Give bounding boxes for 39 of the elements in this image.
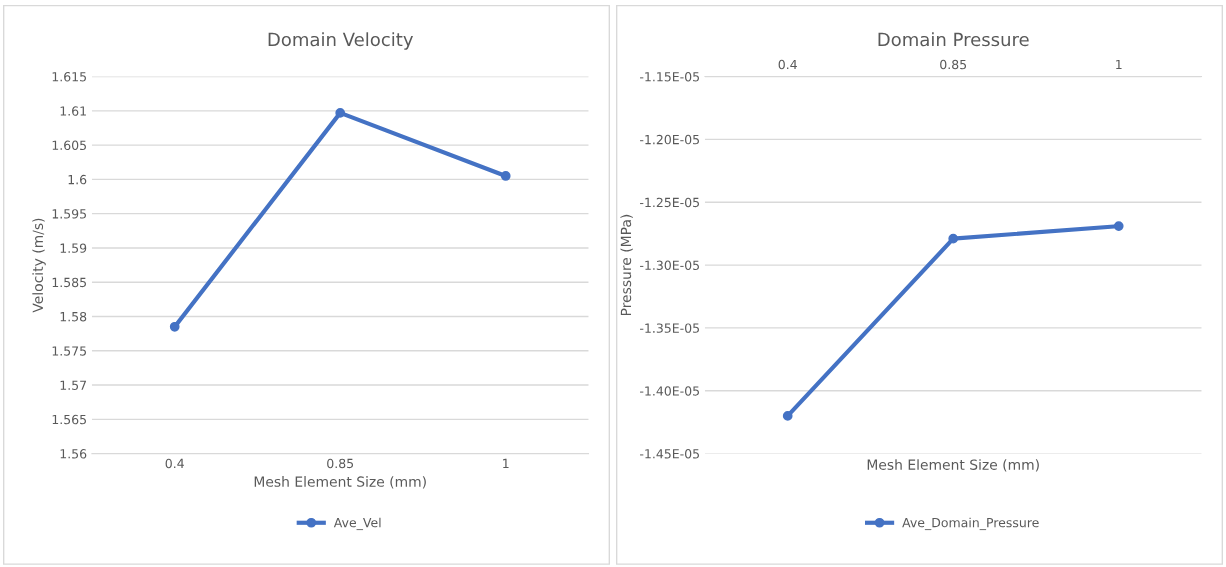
y-tick-label: 1.6 — [68, 174, 87, 185]
x-tick-label: 0.85 — [327, 458, 354, 469]
y-tick-label: 1.585 — [52, 277, 86, 288]
point — [782, 411, 793, 421]
y-axis-title: Pressure (MPa) — [620, 214, 633, 316]
y-tick-label: 1.56 — [60, 449, 87, 459]
y-tick-label: -1.15E-05 — [640, 72, 699, 82]
x-axis-title: Mesh Element Size (mm) — [254, 476, 426, 489]
y-tick-label: 1.595 — [52, 209, 86, 219]
y-tick-label: -1.40E-05 — [640, 386, 699, 396]
x-tick-label: 1 — [503, 458, 509, 468]
x-tick-label: 1 — [1116, 59, 1122, 70]
y-tick-label: 1.605 — [52, 140, 86, 151]
y-axis-title: Velocity (m/s) — [32, 218, 46, 313]
legend-label: Ave_Domain_Pressure — [902, 517, 1039, 531]
y-tick-label: -1.25E-05 — [640, 197, 699, 208]
y-tick-label: -1.45E-05 — [640, 449, 699, 459]
point — [948, 233, 959, 244]
y-tick-label: -1.30E-05 — [640, 260, 699, 270]
y-tick-label: 1.58 — [60, 311, 87, 322]
x-tick-label: 0.4 — [778, 59, 797, 70]
legend-label: Ave_Vel — [333, 517, 381, 531]
y-tick-label: -1.35E-05 — [640, 323, 699, 333]
y-tick-label: 1.59 — [60, 243, 87, 253]
x-tick-label: 0.85 — [940, 59, 967, 70]
y-tick-label: 1.565 — [52, 414, 86, 425]
chart-title: Domain Pressure — [878, 32, 1029, 47]
y-tick-label: 1.57 — [60, 380, 87, 390]
point — [335, 108, 346, 118]
point — [169, 321, 180, 332]
y-tick-label: 1.575 — [52, 346, 86, 356]
y-tick-label: -1.20E-05 — [640, 134, 699, 145]
point — [1113, 221, 1124, 231]
x-axis-title: Mesh Element Size (mm) — [867, 459, 1039, 472]
chart-title: Domain Velocity — [268, 32, 413, 50]
x-tick-label: 0.4 — [165, 458, 184, 469]
y-tick-label: 1.61 — [60, 106, 86, 116]
point — [500, 171, 511, 181]
y-tick-label: 1.615 — [52, 72, 86, 82]
